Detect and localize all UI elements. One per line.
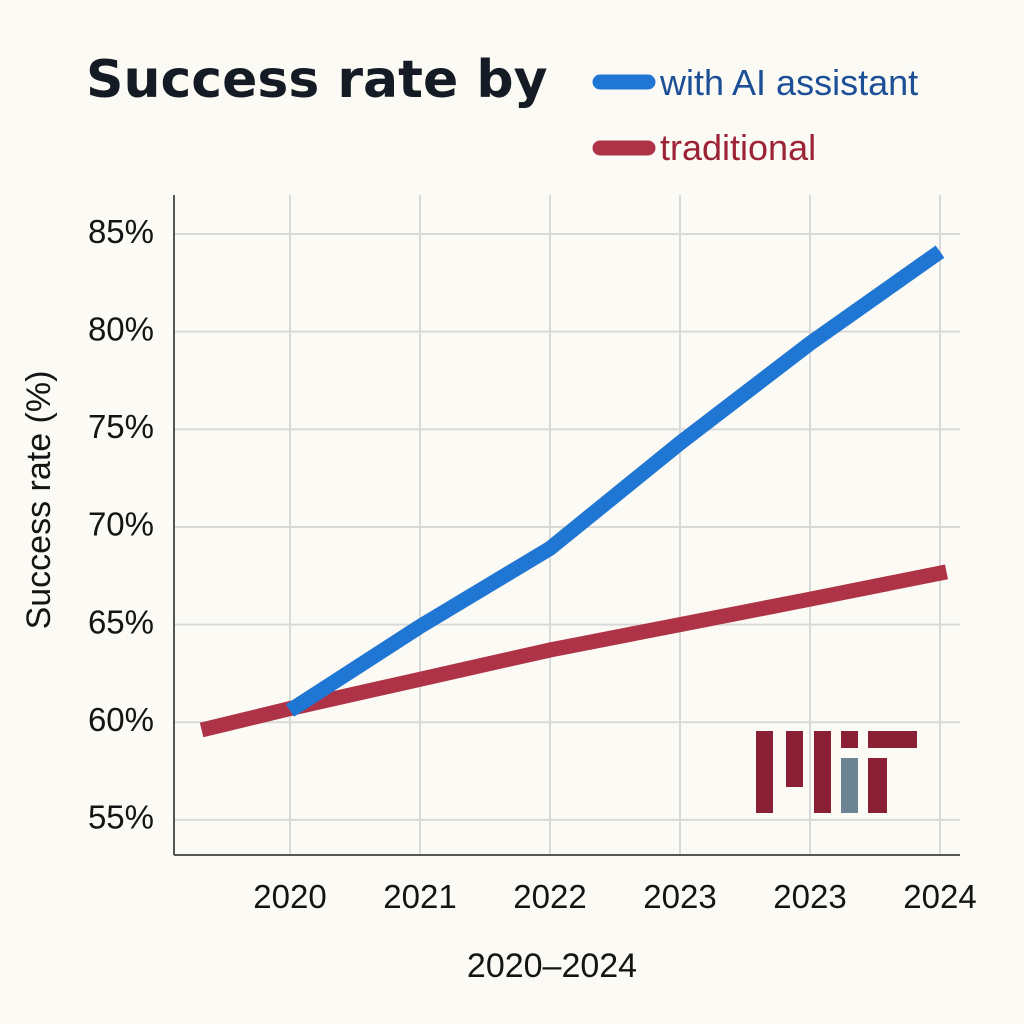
y-tick-label: 75% [88,408,154,445]
mit-logo [756,731,917,813]
y-tick-label: 65% [88,603,154,640]
y-axis-label: Success rate (%) [20,371,58,630]
chart-title: Success rate by [86,50,547,110]
x-tick-label: 2021 [383,878,456,915]
legend-entry-traditional: traditional [592,127,816,168]
y-tick-label: 70% [88,506,154,543]
y-tick-label: 85% [88,213,154,250]
x-tick-label: 2020 [253,878,326,915]
legend: with AI assistant traditional [592,62,918,168]
y-tick-label: 55% [88,799,154,836]
series-line-traditional [199,564,948,738]
legend-label-traditional: traditional [660,127,816,168]
x-tick-label: 2022 [513,878,586,915]
x-tick-label: 2024 [903,878,976,915]
x-tick-label: 2023 [773,878,846,915]
y-tick-label: 60% [88,701,154,738]
x-tick-labels: 2020 2021 2022 2023 2023 2024 [253,878,976,915]
x-gridlines [289,195,941,855]
legend-label-ai: with AI assistant [659,62,918,103]
y-tick-label: 80% [88,310,154,347]
series-lines [199,245,948,738]
x-axis-label: 2020–2024 [467,947,637,985]
series-line-ai-assistant [285,245,945,717]
x-tick-label: 2023 [643,878,716,915]
legend-entry-ai: with AI assistant [592,62,918,103]
y-tick-labels: 85% 80% 75% 70% 65% 60% 55% [88,213,154,836]
